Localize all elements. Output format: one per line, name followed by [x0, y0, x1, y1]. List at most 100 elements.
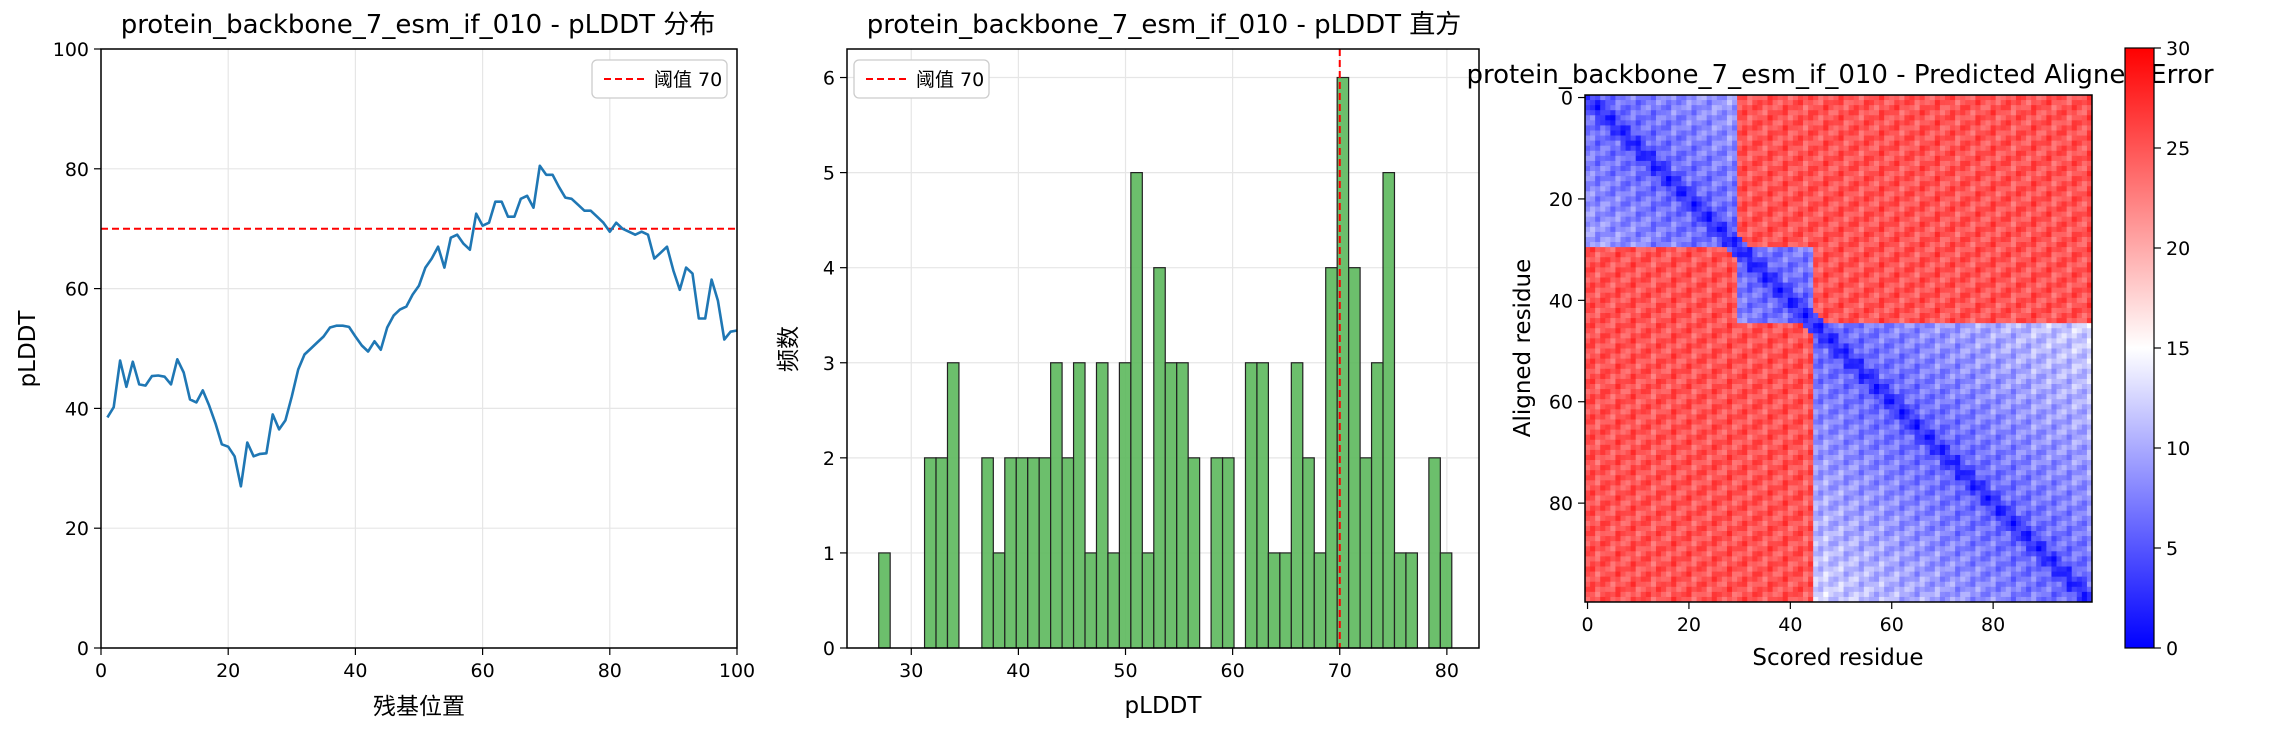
- heatmap-cell: [1732, 333, 1738, 339]
- heatmap-cell: [2041, 287, 2047, 294]
- heatmap-cell: [1934, 135, 1941, 142]
- heatmap-cell: [1929, 313, 1936, 319]
- heatmap-cell: [1595, 211, 1601, 218]
- heatmap-cell: [1691, 160, 1697, 167]
- heatmap-cell: [1595, 100, 1601, 106]
- heatmap-cell: [1889, 236, 1895, 243]
- heatmap-cell: [1691, 231, 1697, 238]
- heatmap-cell: [1747, 313, 1753, 319]
- heatmap-cell: [2061, 145, 2068, 152]
- heatmap-cell: [2026, 145, 2032, 152]
- heatmap-cell: [1615, 211, 1621, 218]
- heatmap-cell: [1691, 328, 1697, 334]
- heatmap-cell: [1732, 206, 1738, 213]
- heatmap-cell: [1772, 196, 1779, 202]
- heatmap-cell: [2076, 262, 2083, 268]
- heatmap-cell: [2081, 115, 2088, 121]
- heatmap-cell: [1782, 257, 1789, 263]
- heatmap-cell: [1985, 236, 1991, 243]
- heatmap-cell: [1965, 120, 1971, 126]
- heatmap-cell: [1635, 160, 1642, 167]
- heatmap-cell: [1803, 277, 1809, 283]
- heatmap-cell: [1605, 297, 1611, 304]
- heatmap-cell: [1696, 338, 1703, 344]
- heatmap-cell: [1620, 125, 1626, 131]
- heatmap-cell: [1843, 328, 1850, 334]
- heatmap-cell: [1863, 277, 1870, 283]
- heatmap-cell: [1970, 211, 1976, 218]
- heatmap-cell: [1701, 252, 1708, 258]
- heatmap-cell: [2021, 95, 2027, 101]
- heatmap-cell: [1797, 252, 1804, 258]
- heatmap-cell: [1706, 221, 1713, 228]
- heatmap-cell: [1610, 267, 1616, 273]
- heatmap-cell: [1792, 292, 1799, 299]
- heatmap-cell: [1985, 140, 1991, 147]
- heatmap-cell: [1767, 231, 1773, 238]
- heatmap-cell: [1823, 130, 1829, 136]
- heatmap-cell: [1879, 160, 1885, 167]
- heatmap-cell: [1818, 186, 1824, 192]
- heatmap-cell: [2081, 221, 2088, 228]
- heatmap-cell: [1585, 323, 1591, 329]
- heatmap-cell: [2031, 318, 2037, 324]
- heatmap-cell: [1737, 160, 1743, 167]
- heatmap-cell: [1787, 105, 1794, 111]
- heatmap-cell: [1661, 302, 1667, 309]
- heatmap-cell: [2005, 140, 2012, 147]
- heatmap-cell: [1747, 267, 1753, 273]
- heatmap-cell: [1955, 115, 1961, 121]
- heatmap-cell: [1615, 318, 1621, 324]
- heatmap-cell: [1939, 313, 1946, 319]
- heatmap-cell: [1823, 287, 1829, 294]
- heatmap-cell: [1950, 135, 1956, 142]
- heatmap-cell: [1585, 211, 1591, 218]
- heatmap-cell: [1924, 145, 1931, 152]
- heatmap-cell: [2000, 313, 2007, 319]
- heatmap-cell: [1605, 216, 1611, 223]
- heatmap-cell: [1879, 135, 1885, 142]
- heatmap-cell: [1965, 211, 1971, 218]
- heatmap-cell: [1828, 262, 1834, 268]
- heatmap-cell: [1691, 130, 1697, 136]
- heatmap-cell: [1747, 150, 1753, 157]
- heatmap-cell: [1726, 150, 1733, 157]
- heatmap-cell: [2056, 165, 2062, 172]
- heatmap-cell: [2071, 221, 2078, 228]
- heatmap-cell: [1655, 211, 1662, 218]
- heatmap-cell: [1995, 155, 2002, 162]
- heatmap-cell: [2021, 120, 2027, 126]
- heatmap-cell: [2071, 206, 2078, 213]
- heatmap-cell: [1813, 135, 1819, 142]
- heatmap-cell: [1879, 328, 1885, 334]
- heatmap-cell: [1726, 105, 1733, 111]
- heatmap-cell: [1655, 302, 1662, 309]
- heatmap-cell: [1590, 338, 1596, 344]
- heatmap-cell: [1843, 100, 1850, 106]
- heatmap-cell: [1990, 313, 1997, 319]
- heatmap-cell: [1868, 318, 1875, 324]
- heatmap-cell: [1767, 328, 1773, 334]
- heatmap-cell: [1929, 236, 1936, 243]
- heatmap-cell: [2010, 186, 2017, 192]
- heatmap-cell: [1792, 155, 1799, 162]
- heatmap-cell: [2051, 302, 2057, 309]
- heatmap-cell: [1762, 252, 1768, 258]
- heatmap-cell: [2066, 226, 2073, 233]
- heatmap-cell: [1929, 196, 1936, 202]
- heatmap-cell: [1904, 307, 1910, 314]
- heatmap-cell: [1681, 130, 1687, 136]
- heatmap-cell: [1655, 95, 1662, 101]
- heatmap-cell: [1919, 130, 1926, 136]
- heatmap-cell: [1767, 333, 1773, 339]
- heatmap-cell: [1640, 165, 1647, 172]
- histogram-bar: [1153, 267, 1166, 649]
- heatmap-cell: [2041, 282, 2047, 289]
- heatmap-cell: [1686, 95, 1692, 101]
- heatmap-cell: [2000, 201, 2007, 207]
- heatmap-cell: [1630, 120, 1637, 126]
- heatmap-cell: [2066, 145, 2073, 152]
- heatmap-cell: [1590, 150, 1596, 157]
- heatmap-cell: [1752, 201, 1758, 207]
- heatmap-cell: [1732, 226, 1738, 233]
